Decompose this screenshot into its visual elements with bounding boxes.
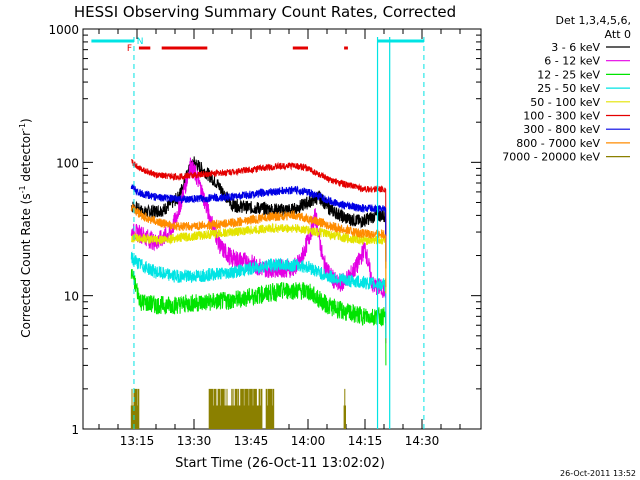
- legend-label: 7000 - 20000 keV: [502, 151, 600, 164]
- x-tick-label: 13:15: [120, 434, 155, 448]
- x-tick-label: 14:15: [348, 434, 383, 448]
- y-tick-label: 1: [71, 423, 79, 437]
- x-tick-label: 13:45: [234, 434, 269, 448]
- x-tick-label: 14:00: [291, 434, 326, 448]
- legend-label: 6 - 12 keV: [544, 55, 600, 68]
- x-axis-label: Start Time (26-Oct-11 13:02:02): [175, 456, 385, 471]
- legend-label: 300 - 800 keV: [523, 123, 600, 136]
- y-tick-label: 1000: [48, 23, 79, 37]
- series-line-25-50kev: [130, 251, 387, 339]
- legend-label: 3 - 6 keV: [551, 41, 600, 54]
- footer-timestamp: 26-Oct-2011 13:52: [560, 469, 636, 478]
- legend-header-line2: Att 0: [605, 28, 631, 41]
- series-line-12-25kev: [130, 269, 387, 366]
- legend-label: 12 - 25 keV: [537, 68, 600, 81]
- y-tick-label: 10: [64, 290, 79, 304]
- legend-label: 100 - 300 keV: [523, 110, 600, 123]
- series-line-7000-20000kev: [130, 388, 346, 429]
- x-tick-label: 14:30: [405, 434, 440, 448]
- series-line-300-800kev: [130, 183, 387, 262]
- y-tick-label: 100: [56, 156, 79, 170]
- flag-n-label: N: [137, 37, 144, 47]
- plot-frame: [82, 28, 482, 430]
- series-line-100-300kev: [130, 159, 387, 243]
- chart-title: HESSI Observing Summary Count Rates, Cor…: [74, 3, 456, 21]
- x-tick-label: 13:30: [177, 434, 212, 448]
- legend-header-line1: Det 1,3,4,5,6,: [555, 14, 631, 27]
- flag-bars: FN: [91, 37, 425, 429]
- legend-label: 800 - 7000 keV: [516, 137, 600, 150]
- series-line-3-6kev: [130, 156, 387, 269]
- flag-f-label: F: [127, 44, 132, 54]
- y-axis-label: Corrected Count Rate (s-1 detector-1): [18, 118, 33, 337]
- series-line-50-100kev: [130, 222, 387, 294]
- legend-label: 50 - 100 keV: [530, 96, 600, 109]
- series-layer: [130, 156, 387, 429]
- series-line-800-7000kev: [130, 204, 387, 288]
- legend-label: 25 - 50 keV: [537, 82, 600, 95]
- axes: 1 10 100 1000 13:15 13:30 13:45 14:00 14:15 14:30: [48, 23, 481, 448]
